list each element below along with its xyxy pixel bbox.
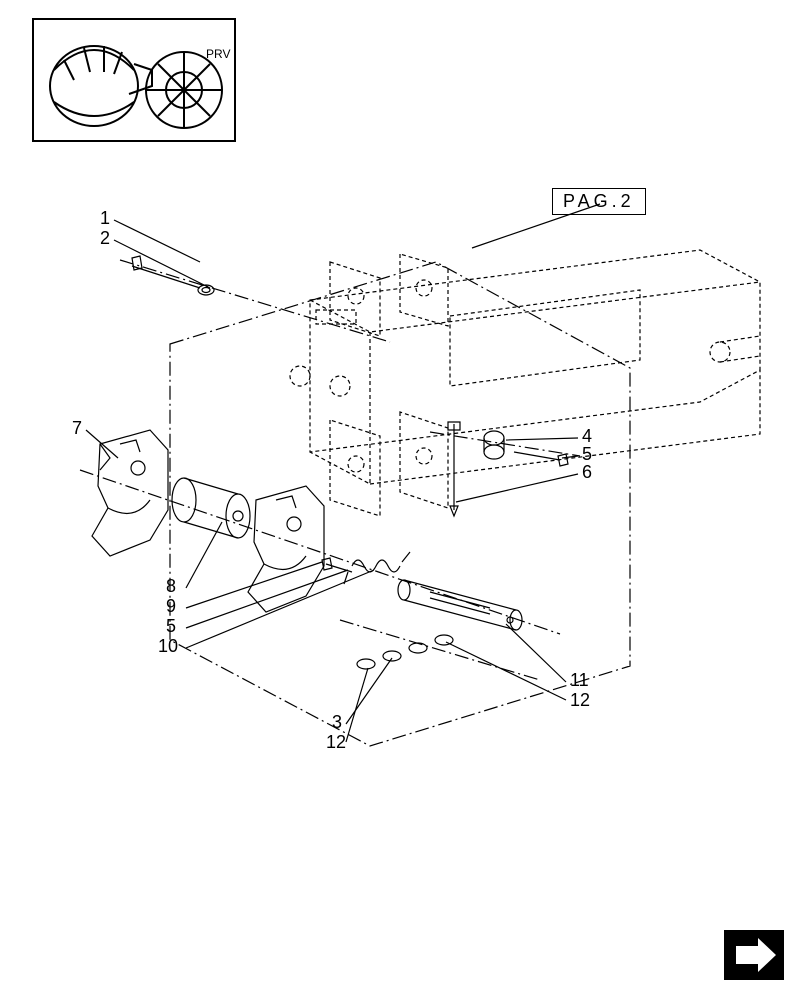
sleeve-8 bbox=[172, 478, 250, 538]
page-root: PRV bbox=[0, 0, 808, 1000]
page-ref-label: PAG.2 bbox=[563, 191, 635, 211]
callout-2: 2 bbox=[100, 228, 110, 249]
callout-8: 8 bbox=[166, 576, 176, 597]
section-boundary bbox=[170, 262, 630, 746]
callout-7: 7 bbox=[72, 418, 82, 439]
callout-3: 3 bbox=[332, 712, 342, 733]
next-page-button[interactable] bbox=[724, 930, 784, 980]
arrow-right-icon bbox=[724, 930, 784, 980]
callout-9: 9 bbox=[166, 596, 176, 617]
spacer-4 bbox=[484, 431, 504, 459]
callout-12b: 12 bbox=[326, 732, 346, 753]
hook-latch-left-7 bbox=[92, 430, 168, 556]
frame-assembly-ref bbox=[290, 250, 760, 516]
pin-11 bbox=[398, 580, 522, 630]
callout-6: 6 bbox=[582, 462, 592, 483]
diagram-svg bbox=[0, 0, 808, 1000]
callout-5b: 5 bbox=[166, 616, 176, 637]
bolt-5-right bbox=[514, 452, 568, 466]
callout-11: 11 bbox=[570, 670, 589, 691]
callout-1: 1 bbox=[100, 208, 110, 229]
page-ref-box: PAG.2 bbox=[552, 188, 646, 215]
rings-3-12 bbox=[357, 635, 453, 669]
leader-lines bbox=[86, 204, 600, 742]
callout-10: 10 bbox=[158, 636, 178, 657]
callout-12: 12 bbox=[570, 690, 590, 711]
